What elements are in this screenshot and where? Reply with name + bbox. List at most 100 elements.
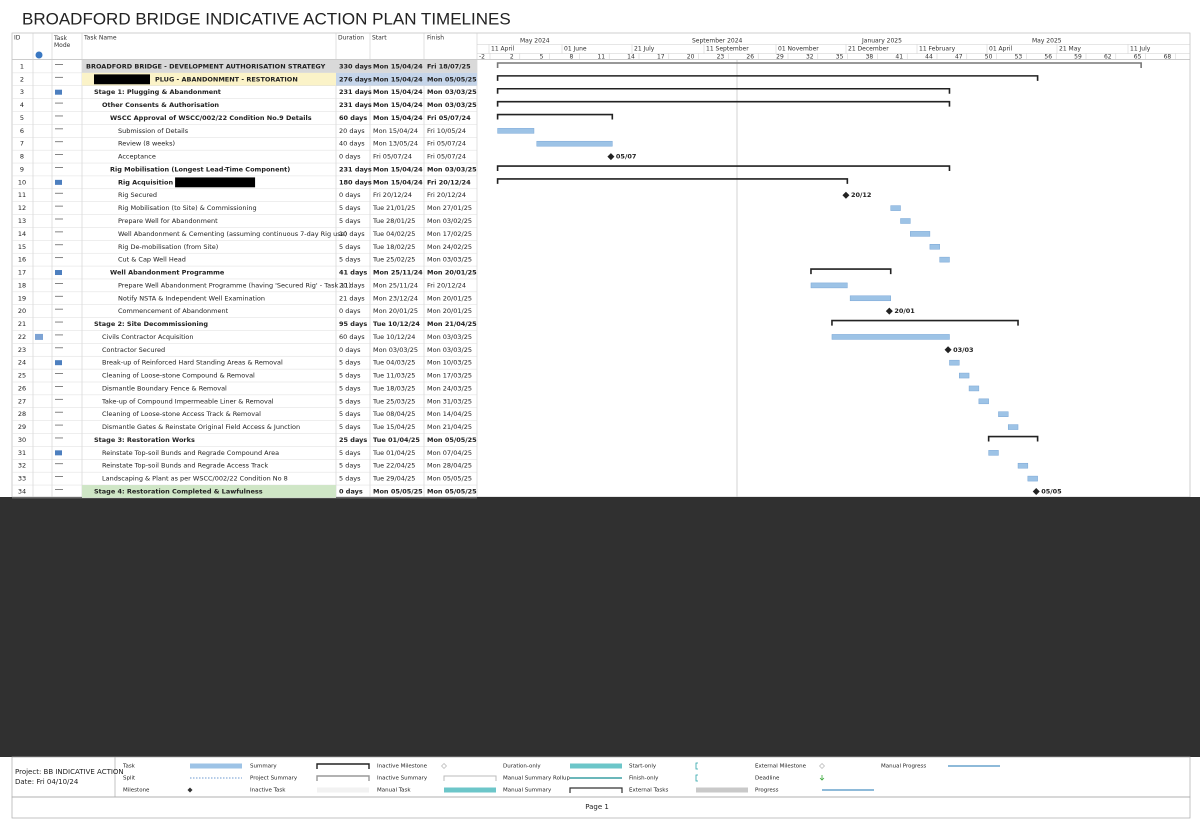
task-name: Civils Contractor Acquisition: [102, 333, 194, 341]
task-start: Tue 11/03/25: [372, 372, 415, 380]
task-start: Mon 15/04/24: [373, 101, 423, 109]
task-duration: 231 days: [339, 165, 372, 173]
mode-icon: [55, 450, 62, 456]
task-bar: [929, 244, 940, 250]
timescale-week: 44: [925, 54, 933, 61]
page-frame: [11, 796, 1191, 819]
task-name: Stage 3: Restoration Works: [94, 436, 195, 444]
redaction: [175, 177, 256, 188]
task-finish: Mon 05/05/25: [427, 475, 472, 483]
task-finish: Mon 21/04/25: [427, 423, 472, 431]
task-bar: [910, 231, 931, 237]
mode-icon: [55, 360, 62, 366]
task-id: 26: [18, 384, 26, 392]
task-name: Take-up of Compound Impermeable Liner & …: [101, 397, 274, 405]
legend-label: Manual Summary Rollup: [503, 776, 571, 782]
task-name: Cut & Cap Well Head: [118, 256, 186, 264]
timescale-week: 38: [866, 54, 874, 61]
task-finish: Mon 17/02/25: [427, 230, 472, 238]
task-bar: [1017, 462, 1029, 469]
legend-swatch: [819, 763, 825, 769]
timescale-top: September 2024: [692, 38, 743, 45]
task-duration: 5 days: [339, 475, 361, 483]
task-bar: [536, 140, 613, 147]
column-header: Finish: [427, 35, 444, 42]
task-finish: Fri 20/12/24: [427, 281, 466, 289]
task-name: Cleaning of Loose-stone Compound & Remov…: [102, 372, 255, 380]
task-start: Mon 25/11/24: [373, 269, 423, 277]
timescale-week: 47: [955, 54, 963, 61]
timescale-top: January 2025: [861, 38, 902, 45]
task-name: WSCC Approval of WSCC/002/22 Condition N…: [110, 114, 312, 122]
summary-bar: [496, 62, 1142, 68]
legend-label: External Tasks: [629, 788, 668, 794]
task-name: Well Abandonment & Cementing (assuming c…: [118, 230, 347, 238]
timescale-week: 50: [985, 54, 993, 61]
legend-swatch: [444, 787, 496, 793]
task-name: Notify NSTA & Independent Well Examinati…: [118, 294, 265, 302]
task-duration: 5 days: [339, 397, 361, 405]
task-duration: 5 days: [339, 256, 361, 264]
task-name: Review (8 weeks): [118, 140, 175, 148]
task-id: 22: [18, 333, 26, 341]
project-date: Date: Fri 04/10/24: [15, 778, 79, 786]
task-finish: Mon 07/04/25: [427, 449, 472, 457]
task-finish: Mon 05/05/25: [427, 487, 477, 495]
task-duration: 20 days: [339, 127, 365, 135]
milestone-label: 05/05: [1041, 487, 1062, 495]
timescale-top: May 2024: [520, 38, 550, 45]
task-id: 24: [18, 359, 26, 367]
task-start: Tue 25/03/25: [372, 397, 415, 405]
task-id: 16: [18, 256, 26, 264]
timescale-week: 68: [1164, 54, 1172, 61]
task-bar: [497, 128, 535, 134]
task-id: 13: [18, 217, 26, 225]
task-start: Tue 10/12/24: [373, 320, 420, 328]
task-bar: [900, 218, 911, 224]
task-start: Mon 13/05/24: [373, 140, 418, 148]
legend-label: Inactive Task: [250, 788, 286, 794]
task-duration: 0 days: [339, 307, 361, 315]
task-name: Dismantle Gates & Reinstate Original Fie…: [102, 423, 300, 431]
legend-label: Inactive Summary: [377, 776, 428, 782]
task-bar: [998, 411, 1009, 417]
task-start: Mon 15/04/24: [373, 62, 423, 70]
task-id: 34: [18, 487, 26, 495]
timescale-middle: 01 June: [564, 46, 587, 53]
task-start: Mon 15/04/24: [373, 114, 423, 122]
task-duration: 330 days: [339, 62, 372, 70]
task-bar: [831, 334, 950, 340]
task-finish: Mon 05/05/25: [427, 75, 477, 83]
task-name: BROADFORD BRIDGE - DEVELOPMENT AUTHORISA…: [86, 62, 326, 70]
task-finish: Mon 20/01/25: [427, 269, 477, 277]
task-name: Acceptance: [118, 153, 156, 161]
task-name: Rig Mobilisation (Longest Lead-Time Comp…: [110, 165, 290, 173]
timescale-top: May 2025: [1032, 38, 1062, 45]
legend-label: Deadline: [755, 776, 780, 782]
timescale-middle: 01 April: [989, 46, 1013, 53]
task-name: Rig Acquisition: [118, 178, 173, 186]
timescale-middle: 01 November: [778, 46, 819, 53]
milestone-label: 05/07: [616, 153, 636, 161]
task-duration: 0 days: [339, 346, 361, 354]
task-id: 32: [18, 462, 26, 470]
info-icon: [35, 51, 43, 59]
task-start: Mon 20/01/25: [373, 307, 418, 315]
legend-label: Start-only: [629, 764, 657, 770]
timescale-week: 11: [597, 54, 605, 61]
timescale-week: 2: [510, 54, 514, 61]
row-highlight: [82, 485, 336, 498]
timescale-week: 59: [1074, 54, 1082, 61]
task-name: PLUG - ABANDONMENT - RESTORATION: [155, 75, 298, 83]
task-name: Dismantle Boundary Fence & Removal: [102, 384, 227, 392]
task-id: 15: [18, 243, 26, 251]
task-id: 1: [20, 62, 24, 70]
milestone: [1032, 487, 1040, 495]
task-id: 25: [18, 372, 26, 380]
task-finish: Fri 05/07/24: [427, 153, 466, 161]
task-id: 3: [20, 88, 24, 96]
summary-bar: [496, 165, 951, 172]
task-finish: Mon 21/04/25: [427, 320, 477, 328]
task-start: Mon 15/04/24: [373, 75, 423, 83]
milestone: [885, 307, 893, 315]
